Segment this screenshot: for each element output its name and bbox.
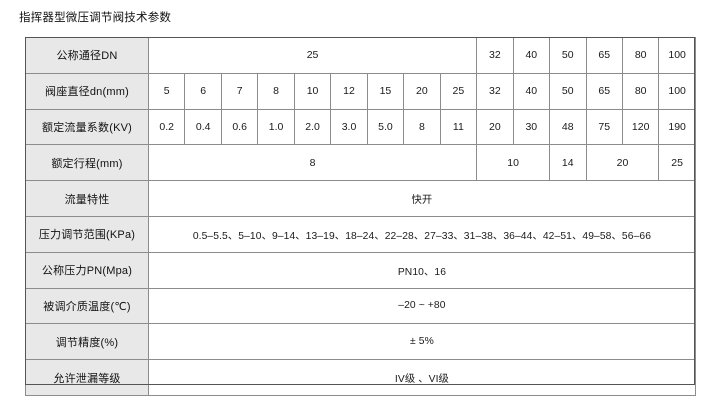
table-data-cell: 2.0 — [293, 108, 332, 146]
row-label-cell: 额定行程(mm) — [25, 144, 149, 182]
table-row: 调节精度(%) ± 5% — [25, 323, 696, 361]
row-label-cell: 被调介质温度(℃) — [25, 287, 149, 325]
table-data-cell: 65 — [585, 37, 623, 74]
table-data-cell: 12 — [330, 72, 368, 110]
row-label-cell: 公称通径DN — [25, 37, 149, 74]
row-label-cell: 阀座直径dn(mm) — [25, 72, 149, 110]
table-data-cell: 190 — [658, 108, 696, 146]
table-data-cell: 25 — [658, 144, 696, 182]
table-data-cell: 15 — [366, 72, 405, 110]
table-data-cell: 48 — [549, 108, 587, 146]
table-data-cell: 40 — [512, 72, 551, 110]
table-body: 公称通径DN 25 32 40 50 65 80 100 阀座直径dn(mm) 5 6 7 8 10 12 1… — [25, 37, 696, 396]
table-row: 流量特性 快开 — [25, 180, 696, 217]
table-data-cell: 20 — [403, 72, 441, 110]
table-data-cell: 0.6 — [220, 108, 259, 146]
table-data-cell: 10 — [476, 144, 551, 182]
table-data-cell: 8 — [147, 144, 478, 182]
table-data-cell: 20 — [476, 108, 514, 146]
table-data-cell: 65 — [585, 72, 623, 110]
table-data-cell: 40 — [512, 37, 551, 74]
table-data-cell: 32 — [476, 72, 514, 110]
row-label-cell: 调节精度(%) — [25, 323, 149, 361]
table-data-cell: 快开 — [148, 180, 696, 217]
table-data-cell: 1.0 — [257, 108, 295, 146]
table-row: 公称压力PN(Mpa) PN10、16 — [25, 251, 696, 289]
spec-table-container: 公称通径DN 25 32 40 50 65 80 100 阀座直径dn(mm) 5 6 7 8 10 12 1… — [25, 37, 696, 396]
table-data-cell: 7 — [220, 72, 259, 110]
table-row: 公称通径DN 25 32 40 50 65 80 100 — [25, 37, 696, 74]
table-data-cell: 25 — [439, 72, 478, 110]
table-data-cell: 8 — [403, 108, 441, 146]
table-data-cell: 80 — [621, 37, 660, 74]
row-label-cell: 流量特性 — [25, 180, 149, 217]
table-data-cell: 100 — [658, 72, 696, 110]
table-data-cell: 80 — [621, 72, 660, 110]
table-data-cell: 5 — [147, 72, 186, 110]
table-data-cell: 20 — [585, 144, 660, 182]
row-label-cell: 额定流量系数(KV) — [25, 108, 149, 146]
table-row: 阀座直径dn(mm) 5 6 7 8 10 12 15 20 25 32 40 50 65 80 100 — [25, 72, 696, 110]
table-row: 允许泄漏等级 IV级 、VI级 — [25, 359, 696, 396]
technical-parameters-table: 公称通径DN 25 32 40 50 65 80 100 阀座直径dn(mm) 5 6 7 8 10 12 1… — [25, 37, 696, 396]
row-label-cell: 允许泄漏等级 — [25, 359, 149, 396]
table-data-cell: IV级 、VI级 — [148, 359, 696, 396]
row-label-cell: 公称压力PN(Mpa) — [25, 251, 149, 289]
table-data-cell: 50 — [549, 72, 587, 110]
table-data-cell: 25 — [147, 37, 478, 74]
table-data-cell: 6 — [184, 72, 222, 110]
table-data-cell: 3.0 — [330, 108, 368, 146]
table-data-cell: ± 5% — [148, 323, 696, 361]
table-row: 被调介质温度(℃) –20 ~ +80 — [25, 287, 696, 325]
table-data-cell: 50 — [549, 37, 587, 74]
table-row: 额定行程(mm) 8 10 14 20 25 — [25, 144, 696, 182]
row-label-cell: 压力调节范围(KPa) — [25, 215, 149, 253]
table-data-cell: 8 — [257, 72, 295, 110]
table-data-cell: 120 — [621, 108, 660, 146]
table-data-cell: 30 — [512, 108, 551, 146]
table-data-cell: 10 — [293, 72, 332, 110]
table-data-cell: PN10、16 — [148, 251, 696, 289]
table-data-cell: 14 — [549, 144, 587, 182]
table-data-cell: 5.0 — [366, 108, 405, 146]
table-data-cell: 100 — [658, 37, 696, 74]
table-row: 额定流量系数(KV) 0.2 0.4 0.6 1.0 2.0 3.0 5.0 8 11 20 30 48… — [25, 108, 696, 146]
table-row: 压力调节范围(KPa) 0.5–5.5、5–10、9–14、13–19、18–24… — [25, 215, 696, 253]
page-title: 指挥器型微压调节阀技术参数 — [19, 12, 172, 24]
table-data-cell: 32 — [476, 37, 514, 74]
table-data-cell: 0.4 — [184, 108, 222, 146]
table-data-cell: 0.2 — [147, 108, 186, 146]
table-data-cell: 11 — [439, 108, 478, 146]
table-data-cell: 0.5–5.5、5–10、9–14、13–19、18–24、22–28、27–3… — [148, 215, 696, 253]
table-data-cell: 75 — [585, 108, 623, 146]
table-data-cell: –20 ~ +80 — [148, 287, 696, 325]
